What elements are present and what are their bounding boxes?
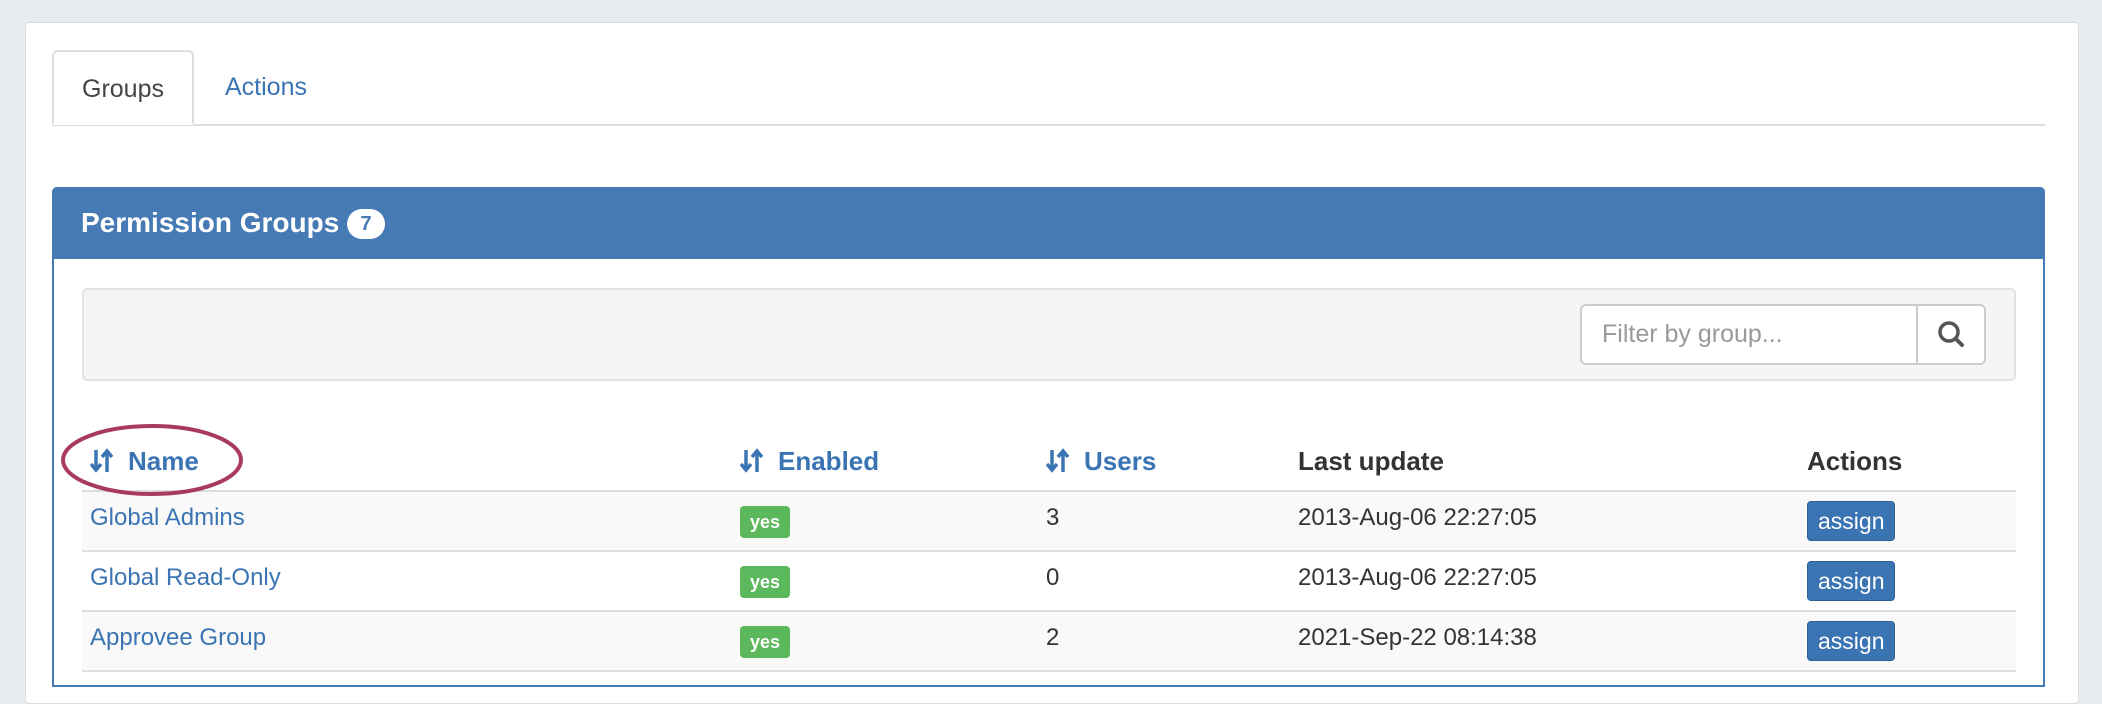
- assign-button[interactable]: assign: [1807, 621, 1896, 661]
- column-header[interactable]: Name: [128, 446, 199, 476]
- column-header[interactable]: Users: [1084, 446, 1157, 476]
- count-badge: 7: [347, 209, 385, 239]
- row-stripe: [82, 611, 2016, 669]
- last-update: 2021-Sep-22 08:14:38: [1298, 624, 1537, 651]
- group-name[interactable]: Global Admins: [90, 504, 245, 531]
- panel-title: Permission Groups: [81, 207, 340, 238]
- column-header: Last update: [1298, 446, 1444, 476]
- group-name[interactable]: Global Read-Only: [90, 564, 281, 591]
- row-stripe: [82, 491, 2016, 549]
- user-count: 0: [1046, 564, 1060, 591]
- column-header: Actions: [1807, 446, 1903, 476]
- highlight-ellipse: [61, 424, 243, 496]
- row-line: [82, 550, 2016, 552]
- last-update: 2013-Aug-06 22:27:05: [1298, 504, 1537, 531]
- tab-line: [52, 124, 2045, 126]
- row-line: [82, 610, 2016, 612]
- sort-icon: [740, 448, 764, 473]
- page: Groups Actions Permission Groups 7 Filte…: [25, 22, 2079, 704]
- sort-icon: [1046, 448, 1070, 473]
- enabled-label: yes: [740, 506, 791, 538]
- search-icon: [1938, 321, 1964, 347]
- assign-button[interactable]: assign: [1807, 501, 1896, 541]
- filter-input[interactable]: Filter by group...: [1580, 304, 1918, 365]
- tab-groups[interactable]: Groups: [52, 50, 194, 125]
- sort-icon: [90, 448, 114, 473]
- row-line: [82, 490, 2016, 492]
- user-count: 2: [1046, 624, 1060, 651]
- column-header[interactable]: Enabled: [778, 446, 880, 476]
- search-button[interactable]: [1916, 304, 1986, 365]
- last-update: 2013-Aug-06 22:27:05: [1298, 564, 1537, 591]
- enabled-label: yes: [740, 626, 791, 658]
- tab-actions[interactable]: Actions: [225, 73, 307, 101]
- enabled-label: yes: [740, 566, 791, 598]
- user-count: 3: [1046, 504, 1060, 531]
- row-line: [82, 670, 2016, 672]
- assign-button[interactable]: assign: [1807, 561, 1896, 601]
- group-name[interactable]: Approvee Group: [90, 624, 267, 651]
